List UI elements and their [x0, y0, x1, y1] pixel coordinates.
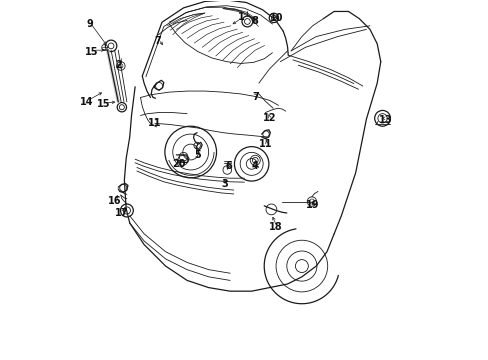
Text: 14: 14: [80, 97, 93, 107]
Text: 9: 9: [86, 19, 93, 29]
Text: 7: 7: [154, 36, 161, 46]
Text: 2: 2: [115, 60, 122, 70]
Text: 15: 15: [85, 46, 99, 57]
Text: 6: 6: [224, 161, 231, 171]
Text: 11: 11: [259, 139, 272, 149]
Text: 15: 15: [97, 99, 110, 109]
Text: 4: 4: [251, 161, 258, 171]
Text: 16: 16: [108, 196, 121, 206]
Text: 20: 20: [172, 159, 185, 169]
Text: 11: 11: [148, 118, 161, 128]
Text: 3: 3: [221, 179, 228, 189]
Text: 13: 13: [379, 115, 392, 125]
Text: 7: 7: [251, 92, 258, 102]
Text: 8: 8: [251, 17, 258, 27]
Text: 17: 17: [115, 208, 128, 218]
Text: 18: 18: [269, 222, 282, 232]
Text: 5: 5: [194, 150, 201, 160]
Text: 12: 12: [263, 113, 276, 123]
Text: 19: 19: [305, 200, 319, 210]
Text: 1: 1: [237, 12, 244, 22]
Text: 10: 10: [269, 13, 283, 23]
